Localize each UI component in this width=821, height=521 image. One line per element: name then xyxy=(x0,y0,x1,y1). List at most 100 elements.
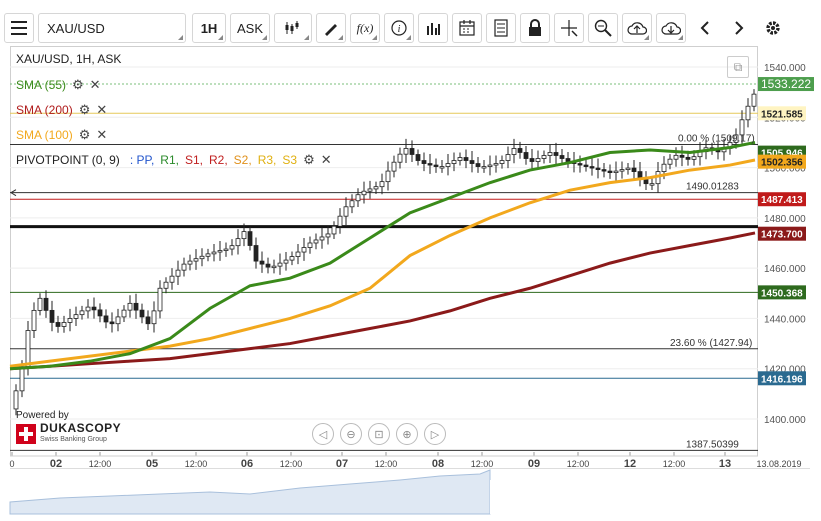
annotation-label: 23.60 % (1427.94) xyxy=(670,338,752,349)
x-tick-label: 12:00 xyxy=(185,459,208,469)
close-icon[interactable]: ✕ xyxy=(96,127,108,142)
volume-button[interactable] xyxy=(418,13,448,43)
close-icon[interactable]: ✕ xyxy=(96,102,108,117)
settings-gear-icon[interactable]: ⚙ xyxy=(78,127,91,142)
indicators-button[interactable]: f(x) xyxy=(350,13,380,43)
menu-icon[interactable] xyxy=(4,13,34,43)
scroll-left-button[interactable] xyxy=(690,13,720,43)
side-select[interactable]: ASK xyxy=(230,13,270,43)
candle-body xyxy=(673,154,679,160)
candle-body xyxy=(157,287,163,312)
price-label: 1533.222 xyxy=(761,77,811,91)
info-button[interactable]: i xyxy=(384,13,414,43)
candle-body xyxy=(433,164,439,167)
candle-body xyxy=(487,164,493,167)
side-label: ASK xyxy=(236,20,263,36)
candle-body xyxy=(301,247,307,253)
nav-left-icon[interactable]: ◁ xyxy=(312,423,334,445)
x-tick-label: 0 xyxy=(9,459,14,469)
x-tick-label: 07 xyxy=(336,458,348,470)
candle-body xyxy=(595,167,601,170)
fit-icon[interactable]: ⊡ xyxy=(368,423,390,445)
candle-body xyxy=(37,297,43,311)
pivot-part: S1, xyxy=(184,153,203,167)
chart-title-text: XAU/USD, 1H, ASK xyxy=(16,52,122,66)
chevron-right-icon xyxy=(735,21,744,35)
candle-body xyxy=(511,148,517,155)
candle-body xyxy=(421,160,427,164)
candle-body xyxy=(175,269,181,277)
candle-body xyxy=(43,297,49,311)
draw-tool-button[interactable] xyxy=(316,13,346,43)
calendar-button[interactable] xyxy=(452,13,482,43)
candle-body xyxy=(679,154,685,158)
template-button[interactable] xyxy=(486,13,516,43)
navigator-window xyxy=(490,480,810,514)
settings-gear-icon[interactable]: ⚙ xyxy=(78,102,91,117)
settings-gear-icon[interactable]: ⚙ xyxy=(303,152,315,167)
chart-toolbar: XAU/USD 1H ASK f(x) i xyxy=(4,10,819,46)
candle-body xyxy=(229,245,235,250)
sma200-line xyxy=(9,231,756,371)
zoom-button[interactable] xyxy=(588,13,618,43)
candle-body xyxy=(463,157,469,161)
sma55-line xyxy=(9,140,756,371)
candle-body xyxy=(667,158,673,165)
navigator-strip[interactable] xyxy=(10,468,810,514)
nav-right-icon[interactable]: ▷ xyxy=(424,423,446,445)
candle-body xyxy=(289,256,295,261)
zoom-in-icon[interactable]: ⊕ xyxy=(396,423,418,445)
candle-body xyxy=(499,160,505,164)
upload-button[interactable] xyxy=(622,13,652,43)
candle-body xyxy=(379,181,385,188)
period-select[interactable]: 1H xyxy=(192,13,226,43)
chevron-left-icon xyxy=(700,21,709,35)
candle-body xyxy=(529,158,535,162)
settings-gear-icon[interactable]: ⚙ xyxy=(72,77,84,92)
close-icon[interactable]: ✕ xyxy=(320,152,332,167)
candle-body xyxy=(691,156,697,160)
candle-body xyxy=(181,263,187,271)
candle-body xyxy=(565,158,571,162)
candle-body xyxy=(283,259,289,264)
dukascopy-logo[interactable]: DUKASCOPY Swiss Banking Group xyxy=(16,422,121,446)
annotation-label: 1387.50399 xyxy=(686,439,739,450)
lock-button[interactable] xyxy=(520,13,550,43)
candle-body xyxy=(199,255,205,260)
close-icon[interactable]: ✕ xyxy=(89,77,101,92)
pivot-part: S2, xyxy=(233,153,252,167)
candle-body xyxy=(79,310,85,316)
candle-body xyxy=(271,265,277,269)
crosshair-button[interactable] xyxy=(554,13,584,43)
expand-icon[interactable]: ⧉ xyxy=(727,56,749,78)
candle-body xyxy=(373,186,379,190)
x-tick-label: 08 xyxy=(432,458,444,470)
x-tick-label: 12:00 xyxy=(280,459,303,469)
annotation-label: 0.00 % (1509.17) xyxy=(678,134,755,145)
candle-body xyxy=(49,309,55,323)
x-tick-label: 13.08.2019 xyxy=(756,459,801,469)
candle-body xyxy=(361,190,367,196)
candle-body xyxy=(169,275,175,283)
candle-body xyxy=(751,93,757,107)
y-tick-label: 1440.000 xyxy=(764,314,806,325)
pencil-icon xyxy=(325,24,337,36)
candle-body xyxy=(745,105,751,121)
download-button[interactable] xyxy=(656,13,686,43)
candle-body xyxy=(331,225,337,235)
instrument-select[interactable]: XAU/USD xyxy=(38,13,186,43)
settings-button[interactable] xyxy=(758,13,788,43)
candle-body xyxy=(31,309,37,331)
candle-body xyxy=(109,321,115,325)
x-tick-label: 09 xyxy=(528,458,540,470)
x-tick-label: 05 xyxy=(146,458,158,470)
candle-body xyxy=(547,152,553,156)
zoom-out-icon[interactable]: ⊖ xyxy=(340,423,362,445)
cloud-upload-icon xyxy=(627,22,647,35)
price-label: 1416.196 xyxy=(761,374,803,385)
scroll-right-button[interactable] xyxy=(724,13,754,43)
candle-body xyxy=(445,163,451,167)
candle-body xyxy=(739,119,745,136)
chart-type-button[interactable] xyxy=(274,13,312,43)
